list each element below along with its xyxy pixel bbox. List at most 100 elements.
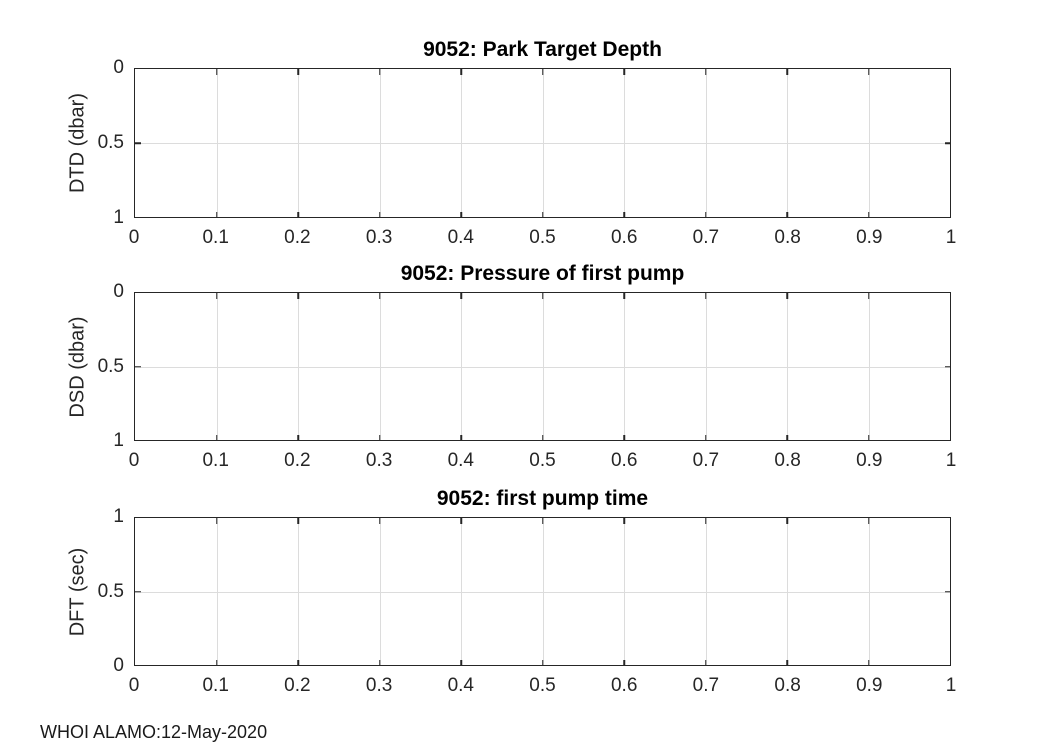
x-tick-label: 0.7 — [692, 675, 720, 696]
tick-mark — [786, 518, 788, 524]
tick-mark — [541, 293, 544, 299]
tick-mark — [867, 69, 870, 75]
y-tick-label: 1 — [113, 430, 124, 451]
tick-mark — [623, 69, 625, 75]
x-tick-label: 1 — [945, 450, 957, 471]
tick-mark — [460, 293, 462, 299]
tick-mark — [867, 659, 870, 665]
tick-mark — [867, 211, 870, 217]
x-tick-label: 0.4 — [447, 227, 474, 248]
tick-mark — [378, 518, 381, 524]
tick-mark — [378, 211, 381, 217]
tick-mark — [378, 293, 381, 299]
x-tick-label: 0.3 — [365, 675, 393, 696]
y-tick-label: 0 — [113, 57, 124, 78]
tick-mark — [867, 518, 870, 524]
axis-tick-marks — [135, 69, 950, 217]
tick-mark — [623, 518, 625, 524]
chart-title: 9052: first pump time — [436, 487, 649, 510]
x-tick-label: 0.7 — [692, 227, 720, 248]
y-tick-label: 0 — [113, 281, 124, 302]
tick-mark — [378, 659, 381, 665]
tick-mark — [944, 365, 950, 368]
x-tick-label: 0.4 — [447, 675, 474, 696]
gridline-horizontal — [135, 591, 950, 593]
y-tick-label: 0.5 — [97, 132, 124, 153]
x-tick-label: 0.1 — [202, 675, 229, 696]
x-tick-label: 0.2 — [284, 450, 311, 471]
tick-mark — [623, 293, 625, 299]
tick-mark — [460, 69, 462, 75]
tick-mark — [541, 69, 544, 75]
gridline-horizontal — [135, 366, 950, 368]
x-tick-label: 0.5 — [529, 450, 556, 471]
tick-mark — [944, 590, 950, 593]
tick-mark — [215, 518, 218, 524]
tick-mark — [704, 293, 707, 299]
tick-mark — [460, 518, 462, 524]
tick-mark — [215, 659, 218, 665]
y-tick-label: 0.5 — [97, 580, 124, 602]
plot-box — [134, 517, 951, 666]
tick-mark — [944, 142, 950, 144]
tick-mark — [297, 293, 299, 299]
x-tick-label: 1 — [945, 675, 957, 696]
x-tick-label: 0.5 — [529, 227, 556, 248]
tick-mark — [297, 69, 299, 75]
tick-mark — [786, 69, 788, 75]
tick-mark — [378, 69, 381, 75]
x-tick-label: 0.7 — [692, 450, 720, 471]
grid-lines — [135, 293, 950, 440]
x-tick-label: 0 — [128, 227, 140, 248]
tick-mark — [297, 659, 299, 665]
x-tick-label: 0.4 — [447, 450, 474, 471]
tick-mark — [541, 659, 544, 665]
tick-mark — [215, 211, 218, 217]
x-tick-label: 0.9 — [856, 227, 883, 248]
axis-tick-marks — [135, 518, 950, 665]
x-tick-label: 0.2 — [284, 227, 311, 248]
tick-mark — [623, 211, 625, 217]
tick-mark — [460, 211, 462, 217]
tick-mark — [297, 211, 299, 217]
x-tick-label: 0 — [128, 450, 140, 471]
grid-lines — [135, 518, 950, 665]
x-tick-label: 0.8 — [774, 675, 801, 696]
tick-mark — [215, 434, 218, 440]
x-tick-label: 0.6 — [610, 675, 638, 696]
x-tick-label: 0.3 — [365, 227, 393, 248]
tick-mark — [867, 434, 870, 440]
tick-mark — [704, 434, 707, 440]
y-tick-label: 0.5 — [97, 355, 124, 377]
tick-mark — [135, 590, 141, 593]
tick-mark — [623, 434, 625, 440]
plot-box — [134, 292, 951, 441]
tick-mark — [786, 293, 788, 299]
tick-mark — [704, 659, 707, 665]
tick-mark — [378, 434, 381, 440]
tick-mark — [135, 142, 141, 144]
tick-mark — [297, 518, 299, 524]
x-tick-label: 0.6 — [610, 450, 638, 471]
chart-title: 9052: Pressure of first pump — [400, 262, 685, 285]
x-tick-label: 0.9 — [856, 450, 883, 471]
y-tick-label: 1 — [113, 506, 124, 527]
tick-mark — [541, 518, 544, 524]
x-tick-label: 0 — [128, 675, 140, 696]
tick-mark — [297, 434, 299, 440]
footer-annotation: WHOI ALAMO:12-May-2020 — [40, 722, 268, 742]
tick-mark — [867, 293, 870, 299]
tick-mark — [786, 211, 788, 217]
gridline-horizontal — [135, 143, 950, 144]
tick-mark — [786, 659, 788, 665]
x-tick-label: 0.1 — [202, 227, 229, 248]
axis-tick-marks — [135, 293, 950, 440]
plot-box — [134, 68, 951, 218]
tick-mark — [623, 659, 625, 665]
x-tick-label: 0.1 — [202, 450, 229, 471]
x-tick-label: 0.6 — [610, 227, 638, 248]
tick-mark — [135, 365, 141, 368]
